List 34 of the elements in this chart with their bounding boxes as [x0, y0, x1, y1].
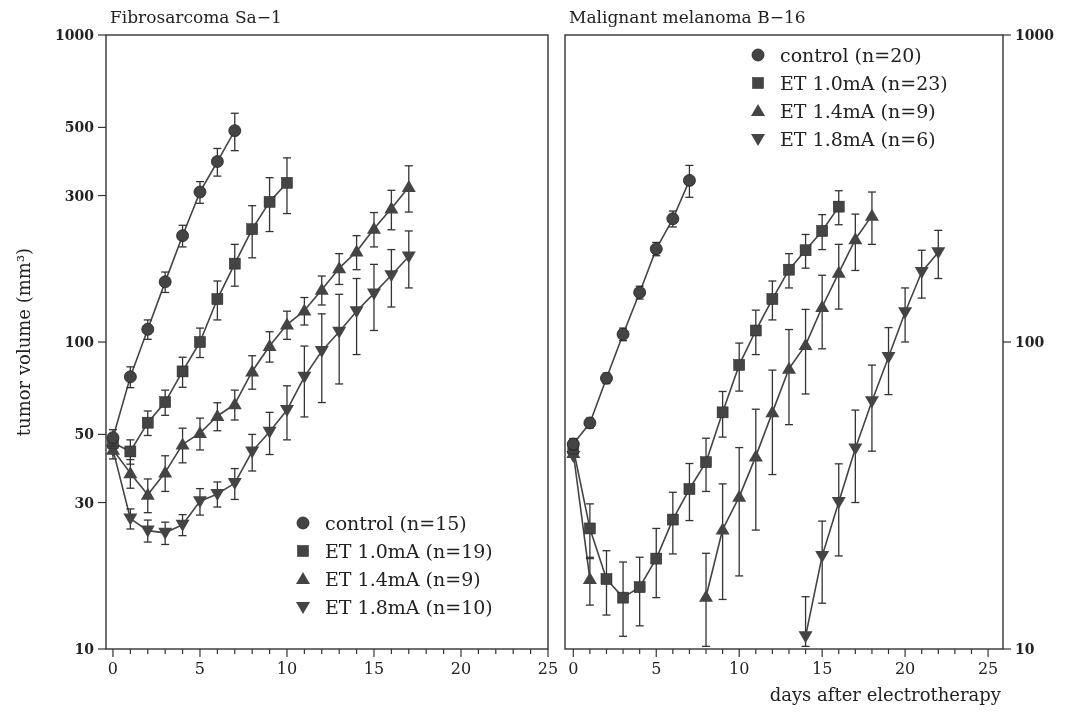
- x-tick-label: 10: [276, 659, 298, 678]
- x-tick-label: 5: [651, 659, 662, 678]
- legend-label: ET 1.8mA (n=10): [325, 596, 493, 618]
- x-tick-label: 25: [977, 659, 999, 678]
- y-tick-label: 100: [64, 334, 95, 350]
- chart-title: Malignant melanoma B−16: [569, 7, 806, 27]
- chart-title: Fibrosarcoma Sa−1: [110, 7, 282, 27]
- x-tick-label: 5: [194, 659, 206, 678]
- y-axis-title: tumor volume (mm³): [13, 247, 34, 437]
- x-tick-label: 25: [537, 659, 559, 678]
- x-tick-label: 0: [568, 659, 579, 678]
- x-tick-label: 15: [363, 659, 385, 678]
- y-tick-label: 500: [64, 119, 95, 136]
- y-tick-label: 10: [1015, 641, 1035, 657]
- legend-label: ET 1.4mA (n=9): [325, 568, 481, 590]
- legend-label: ET 1.0mA (n=23): [780, 72, 948, 94]
- legend-label: ET 1.8mA (n=6): [780, 128, 936, 150]
- y-tick-label: 100: [1015, 334, 1045, 350]
- y-tick-label: 1000: [55, 27, 95, 43]
- y-tick-label: 30: [74, 494, 95, 511]
- legend-label: ET 1.4mA (n=9): [780, 100, 936, 122]
- x-axis-title: days after electrotherapy: [769, 684, 1002, 705]
- legend-label: ET 1.0mA (n=19): [325, 540, 493, 562]
- x-tick-label: 20: [894, 659, 916, 678]
- x-tick-label: 0: [107, 659, 119, 678]
- x-tick-label: 10: [729, 659, 750, 678]
- legend-label: control (n=15): [325, 512, 467, 534]
- x-tick-label: 15: [811, 659, 833, 678]
- y-tick-label: 1000: [1015, 27, 1055, 43]
- y-tick-label: 300: [64, 187, 95, 204]
- legend-label: control (n=20): [780, 44, 922, 66]
- y-tick-label: 10: [74, 641, 95, 657]
- y-tick-label: 50: [74, 426, 95, 443]
- x-tick-label: 20: [450, 659, 472, 678]
